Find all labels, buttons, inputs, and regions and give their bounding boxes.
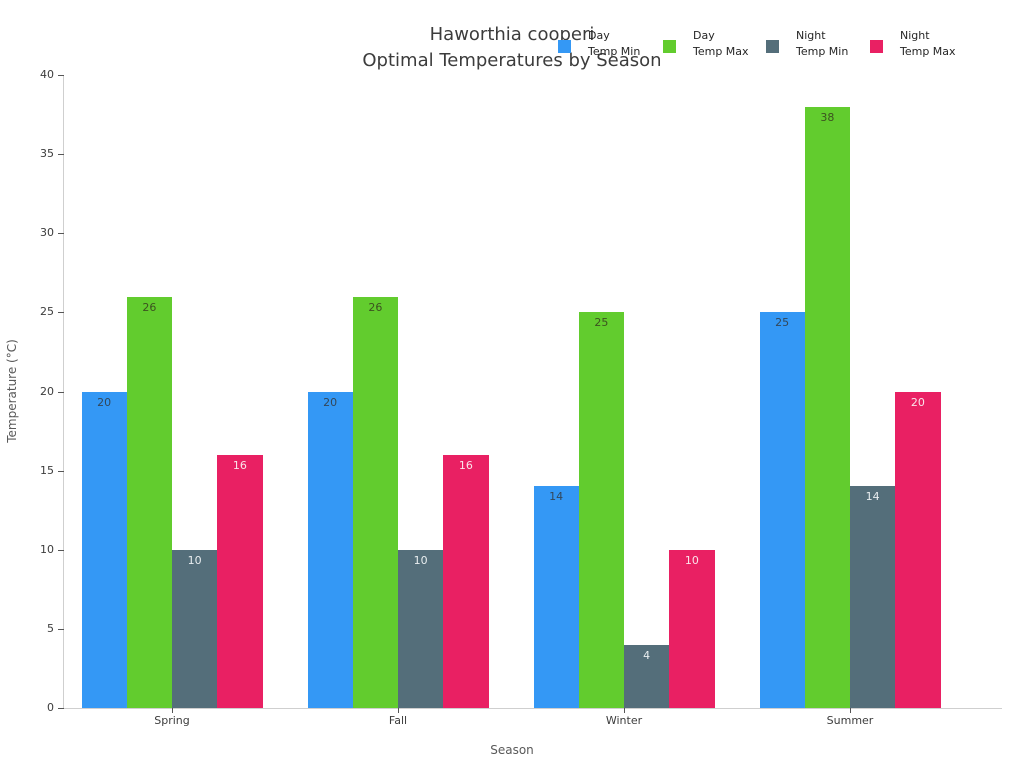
y-tick-label: 0 — [47, 701, 54, 714]
x-tick-label: Spring — [154, 714, 190, 727]
bar-value-label: 16 — [458, 458, 473, 472]
y-tick-mark — [58, 550, 64, 551]
bar-value-label: 25 — [594, 316, 609, 330]
y-tick-label: 40 — [40, 68, 54, 81]
bar-day-temp-max-winter: 25 — [578, 312, 624, 708]
bar-value-label: 26 — [142, 300, 157, 314]
bar-night-temp-min-spring: 10 — [172, 549, 218, 708]
legend-label-line-2: Temp Max — [693, 45, 749, 58]
legend-label-line-1: Night — [900, 29, 930, 42]
bar-day-temp-min-spring: 20 — [81, 391, 127, 708]
bar-value-label: 20 — [910, 395, 925, 409]
y-tick-mark — [58, 233, 64, 234]
y-tick-mark — [58, 629, 64, 630]
chart-title-line-2: Optimal Temperatures by Season — [362, 50, 662, 71]
bar-value-label: 26 — [368, 300, 383, 314]
legend-item-day-temp-max: Day Temp Max — [663, 28, 749, 60]
y-tick-mark — [58, 392, 64, 393]
x-axis-line — [63, 708, 1002, 709]
y-tick-label: 30 — [40, 226, 54, 240]
bar-night-temp-min-fall: 10 — [398, 549, 444, 708]
legend-label: Day Temp Min — [588, 28, 640, 60]
bar-night-temp-max-winter: 10 — [669, 549, 715, 708]
y-tick-label: 15 — [40, 463, 54, 477]
legend-label-line-2: Temp Max — [900, 45, 956, 58]
bar-day-temp-min-fall: 20 — [307, 391, 353, 708]
bar-value-label: 16 — [232, 458, 247, 472]
bar-day-temp-min-summer: 25 — [759, 312, 805, 708]
y-tick-mark — [58, 708, 64, 709]
legend-label-line-1: Day — [693, 29, 715, 42]
legend-label-line-1: Day — [588, 29, 610, 42]
legend-swatch-icon — [870, 40, 883, 53]
bar-value-label: 20 — [323, 395, 338, 409]
bar-day-temp-min-winter: 14 — [533, 486, 579, 708]
bar-value-label: 38 — [820, 110, 835, 124]
legend-label: Night Temp Max — [900, 28, 956, 60]
bar-value-label: 14 — [549, 490, 564, 504]
x-tick-mark — [850, 708, 851, 713]
bar-value-label: 4 — [643, 648, 651, 662]
bar-value-label: 20 — [97, 395, 112, 409]
legend-label-line-2: Temp Min — [796, 45, 849, 58]
y-tick-label: 35 — [40, 147, 54, 161]
bar-value-label: 10 — [684, 553, 699, 567]
y-tick-mark — [58, 312, 64, 313]
legend-label: Day Temp Max — [693, 28, 749, 60]
y-tick-mark — [58, 75, 64, 76]
bar-value-label: 10 — [413, 553, 428, 567]
legend-swatch-icon — [663, 40, 676, 53]
bar-night-temp-max-summer: 20 — [895, 391, 941, 708]
legend-label-line-2: Temp Min — [588, 45, 641, 58]
bar-value-label: 10 — [187, 553, 202, 567]
bar-day-temp-max-fall: 26 — [352, 296, 398, 708]
bar-value-label: 14 — [865, 490, 880, 504]
y-tick-label: 20 — [40, 384, 54, 398]
legend: Day Temp Min Day Temp Max Night Temp Min Night… — [558, 28, 1018, 64]
bar-night-temp-max-spring: 16 — [217, 454, 263, 708]
legend-swatch-icon — [558, 40, 571, 53]
x-tick-label: Summer — [826, 714, 874, 727]
y-tick-mark — [58, 154, 64, 155]
legend-item-day-temp-min: Day Temp Min — [558, 28, 640, 60]
y-tick-label: 10 — [40, 542, 54, 556]
x-tick-mark — [172, 708, 173, 713]
y-tick-label: 25 — [40, 305, 54, 319]
legend-item-night-temp-min: Night Temp Min — [766, 28, 848, 60]
chart-title: Haworthia cooperi Optimal Temperatures b… — [0, 22, 1024, 74]
legend-label-line-1: Night — [796, 29, 826, 42]
plot-area: 20 20 14 25 26 26 25 38 10 10 4 14 16 16 10 20 — [64, 75, 1002, 708]
x-tick-label: Winter — [605, 714, 643, 727]
legend-swatch-icon — [766, 40, 779, 53]
bar-day-temp-max-spring: 26 — [126, 296, 172, 708]
x-tick-mark — [398, 708, 399, 713]
bar-night-temp-max-fall: 16 — [443, 454, 489, 708]
legend-label: Night Temp Min — [796, 28, 848, 60]
bar-night-temp-min-winter: 4 — [624, 644, 670, 708]
y-tick-label: 5 — [47, 621, 54, 635]
x-tick-mark — [624, 708, 625, 713]
legend-item-night-temp-max: Night Temp Max — [870, 28, 956, 60]
x-tick-label: Fall — [388, 714, 408, 727]
x-axis-title: Season — [490, 743, 534, 757]
chart-title-line-1: Haworthia cooperi — [429, 24, 595, 45]
bar-value-label: 25 — [775, 316, 790, 330]
bar-night-temp-min-summer: 14 — [850, 486, 896, 708]
bar-day-temp-max-summer: 38 — [804, 106, 850, 708]
y-tick-mark — [58, 471, 64, 472]
